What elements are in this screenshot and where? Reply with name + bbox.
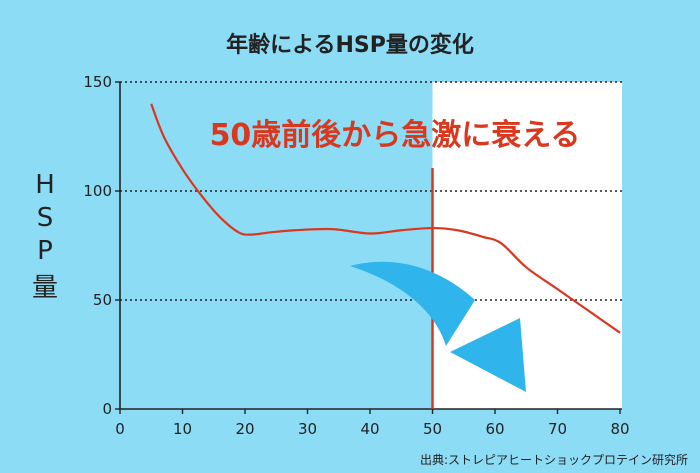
x-tick-80: 80 <box>610 420 629 438</box>
source-credit: 出典:ストレピアヒートショックプロテイン研究所 <box>420 452 688 467</box>
decline-arrow-icon <box>350 261 526 392</box>
y-tick-150: 150 <box>83 73 112 91</box>
axes <box>119 82 622 410</box>
y-axis-label-ryo: 量 <box>32 273 58 303</box>
chart-title: 年齢によるHSP量の変化 <box>226 32 474 58</box>
y-axis-label-h: H <box>35 170 55 200</box>
x-tick-0: 0 <box>115 420 125 438</box>
x-tick-10: 10 <box>173 420 192 438</box>
y-tick-100: 100 <box>83 182 112 200</box>
y-tick-labels: 0 50 100 150 <box>83 73 120 418</box>
y-axis-label-p: P <box>37 236 53 266</box>
x-tick-70: 70 <box>548 420 567 438</box>
x-tick-60: 60 <box>485 420 504 438</box>
x-tick-labels: 0 10 20 30 40 50 60 70 80 <box>115 409 630 438</box>
grid-lines <box>120 81 622 301</box>
y-tick-0: 0 <box>102 400 112 418</box>
x-tick-50: 50 <box>423 420 442 438</box>
y-tick-50: 50 <box>93 291 112 309</box>
x-tick-40: 40 <box>360 420 379 438</box>
annotation-text: 50歳前後から急激に衰える <box>210 118 581 153</box>
x-tick-20: 20 <box>235 420 254 438</box>
hsp-series-line <box>150 103 621 334</box>
x-tick-30: 30 <box>298 420 317 438</box>
y-axis-label-s: S <box>37 203 54 233</box>
